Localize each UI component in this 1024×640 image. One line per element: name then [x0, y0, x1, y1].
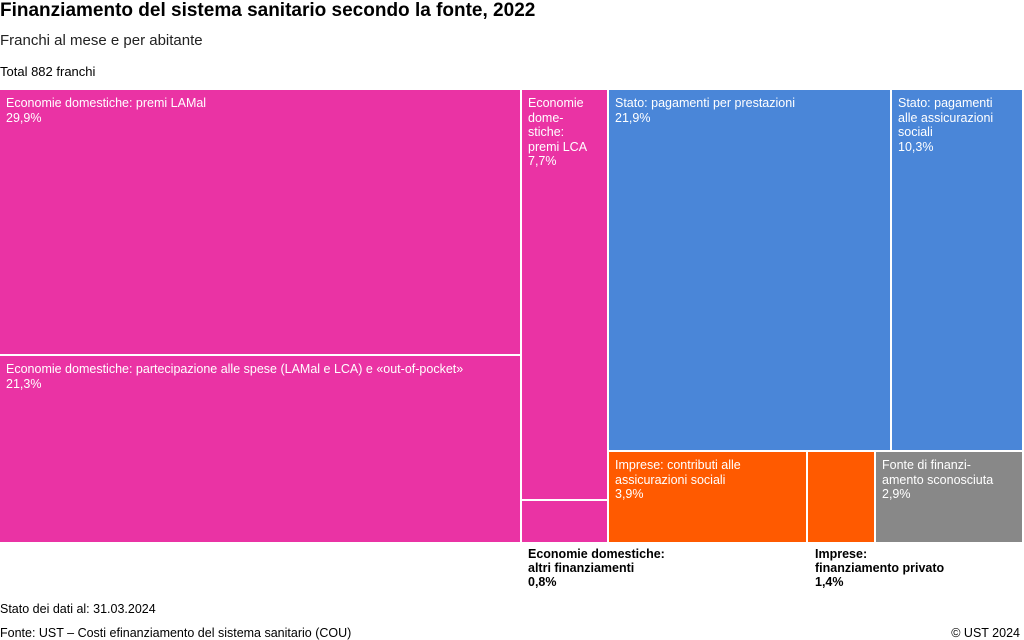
- cell-label: Economie dome- stiche: premi LCA: [528, 96, 588, 154]
- cell-label: Economie domestiche: altri finanziamenti: [528, 547, 665, 575]
- cell-value-label: 3,9%: [615, 487, 644, 501]
- chart-title: Finanziamento del sistema sanitario seco…: [0, 0, 536, 21]
- cell-label: Economie domestiche: partecipazione alle…: [6, 362, 464, 376]
- cell-households-partecipazione: Economie domestiche: partecipazione alle…: [0, 356, 522, 544]
- cell-value-label: 21,3%: [6, 376, 42, 391]
- cell-value-label: 29,9%: [6, 110, 42, 125]
- cell-value-label: 21,9%: [615, 110, 651, 125]
- cell-companies-privato: [808, 452, 876, 544]
- cell-companies-contributi: Imprese: contributi alle assicurazioni s…: [609, 452, 808, 544]
- cell-state-assicurazioni: Stato: pagamenti alle assicurazioni soci…: [892, 90, 1024, 452]
- chart-total: Total 882 franchi: [0, 64, 96, 79]
- cell-value-label: 7,7%: [528, 154, 557, 168]
- treemap: Economie domestiche: premi LAMal 29,9% Eco…: [0, 90, 1024, 589]
- cell-value-label: 1,4%: [815, 575, 844, 589]
- cell-households-altri-annotation: Economie domestiche: altri finanziamenti…: [528, 547, 665, 589]
- cell-value-label: 2,9%: [882, 487, 911, 501]
- cell-label: Stato: pagamenti alle assicurazioni soci…: [898, 96, 994, 139]
- copyright: © UST 2024: [951, 626, 1020, 640]
- cell-label: Stato: pagamenti per prestazioni: [615, 96, 795, 110]
- cell-households-premi-lamal: Economie domestiche: premi LAMal 29,9%: [0, 90, 522, 356]
- cell-value-label: 0,8%: [528, 575, 557, 589]
- cell-unknown: Fonte di finanzi- amento sconosciuta 2,9%: [876, 452, 1024, 544]
- cell-value-label: 10,3%: [898, 139, 934, 154]
- cell-companies-privato-annotation: Imprese: finanziamento privato 1,4%: [815, 547, 944, 589]
- cell-label: Economie domestiche: premi LAMal: [6, 96, 207, 110]
- chart-subtitle: Franchi al mese e per abitante: [0, 32, 203, 49]
- data-date-note: Stato dei dati al: 31.03.2024: [0, 602, 156, 616]
- cell-households-premi-lca: Economie dome- stiche: premi LCA 7,7%: [522, 90, 609, 501]
- cell-households-altri: [522, 501, 609, 544]
- cell-label: Imprese: contributi alle assicurazioni s…: [615, 458, 741, 487]
- cell-label: Fonte di finanzi- amento sconosciuta: [882, 458, 994, 487]
- source-note: Fonte: UST – Costi efinanziamento del si…: [0, 626, 352, 640]
- cell-state-prestazioni: Stato: pagamenti per prestazioni 21,9%: [609, 90, 892, 452]
- cell-label: Imprese: finanziamento privato: [815, 547, 945, 575]
